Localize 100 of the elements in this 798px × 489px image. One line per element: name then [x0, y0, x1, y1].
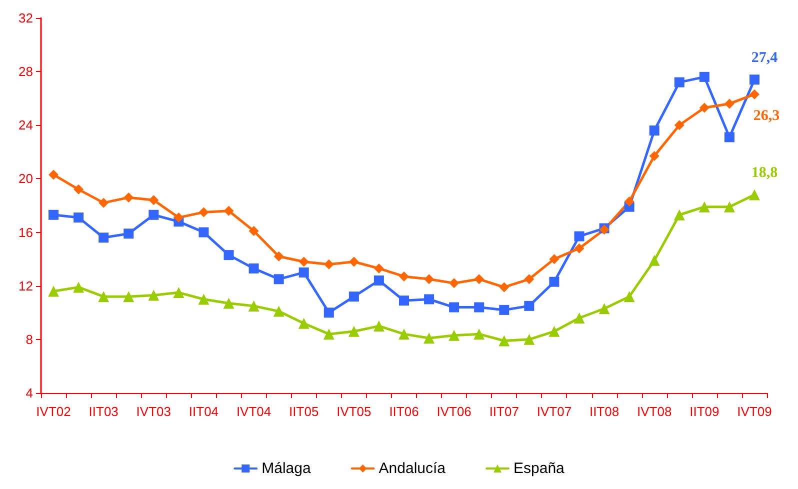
point — [348, 292, 359, 302]
point — [248, 263, 259, 274]
point — [524, 274, 534, 284]
point — [648, 254, 660, 266]
point — [698, 201, 710, 212]
point — [549, 276, 560, 287]
point — [74, 212, 84, 223]
x-tick-label: IIT08 — [589, 404, 620, 419]
legend-label: Andalucía — [378, 460, 446, 477]
y-tick-label: 28 — [18, 64, 33, 80]
point — [424, 294, 434, 304]
point — [223, 298, 234, 309]
point — [323, 328, 334, 340]
point — [674, 209, 685, 220]
point — [298, 267, 309, 278]
data-label: 27,4 — [751, 50, 778, 66]
point — [449, 302, 460, 312]
point — [474, 302, 484, 312]
point — [348, 326, 360, 337]
x-tick-label: IIT07 — [489, 404, 519, 419]
point — [699, 102, 710, 113]
point — [373, 320, 384, 332]
x-tick-label: IVT08 — [637, 404, 672, 419]
point — [674, 120, 684, 130]
y-tick-label: 24 — [18, 118, 33, 133]
point — [699, 72, 710, 82]
point — [574, 231, 584, 242]
point — [98, 291, 110, 302]
point — [374, 276, 384, 286]
point — [548, 326, 560, 337]
point — [749, 89, 760, 100]
point — [724, 98, 734, 109]
x-tick-label: IVT04 — [236, 404, 272, 419]
legend-label: Málaga — [262, 460, 312, 477]
point — [649, 150, 660, 161]
x-tick-label: IIT05 — [289, 404, 319, 419]
point — [274, 251, 284, 262]
point — [324, 259, 334, 270]
x-tick-label: IIT06 — [389, 404, 419, 419]
point — [148, 210, 159, 220]
point — [499, 282, 510, 292]
point — [124, 228, 134, 239]
point — [624, 196, 634, 206]
x-tick-label: IIT03 — [88, 404, 118, 419]
x-tick-label: IIT04 — [188, 404, 219, 419]
point — [398, 328, 410, 340]
point — [274, 274, 284, 284]
point — [674, 77, 684, 88]
data-label: 26,3 — [753, 108, 780, 124]
point — [574, 243, 584, 254]
point — [348, 256, 359, 267]
y-tick-label: 12 — [18, 278, 33, 294]
y-tick-label: 32 — [18, 10, 33, 26]
point — [324, 308, 334, 318]
x-tick-label: IVT07 — [536, 404, 572, 419]
point — [73, 282, 84, 293]
point — [248, 226, 259, 236]
point — [424, 274, 434, 284]
point — [148, 195, 159, 206]
data-label: 18,8 — [751, 164, 778, 181]
point — [649, 126, 660, 136]
point — [524, 300, 534, 311]
point — [273, 306, 284, 317]
point — [174, 212, 184, 223]
point — [48, 286, 60, 297]
point — [98, 198, 109, 208]
y-tick-label: 8 — [26, 332, 33, 347]
point — [574, 312, 585, 324]
point — [449, 278, 460, 288]
point — [248, 300, 260, 312]
point — [399, 271, 409, 282]
point — [748, 189, 760, 200]
point — [598, 303, 610, 314]
point — [198, 294, 210, 305]
point — [724, 201, 735, 212]
point — [224, 206, 234, 216]
x-tick-label: IIT09 — [690, 404, 720, 419]
point — [124, 192, 134, 202]
x-tick-label: IVT06 — [436, 404, 472, 419]
point — [624, 291, 635, 302]
point — [298, 318, 310, 329]
point — [173, 287, 184, 298]
point — [724, 132, 734, 142]
point — [474, 274, 484, 284]
x-tick-label: IVT05 — [336, 404, 372, 419]
point — [74, 184, 84, 194]
point — [474, 328, 485, 340]
point — [298, 256, 309, 267]
y-tick-label: 20 — [18, 171, 33, 186]
point — [48, 210, 59, 220]
y-tick-label: 16 — [18, 224, 33, 240]
x-tick-label: IVT09 — [737, 404, 772, 419]
point — [148, 290, 160, 301]
point — [749, 74, 760, 85]
point — [549, 254, 560, 264]
legend-label: España — [514, 460, 566, 477]
point — [224, 250, 234, 260]
x-tick-label: IVT02 — [36, 404, 71, 419]
point — [98, 232, 109, 243]
point — [499, 304, 510, 315]
